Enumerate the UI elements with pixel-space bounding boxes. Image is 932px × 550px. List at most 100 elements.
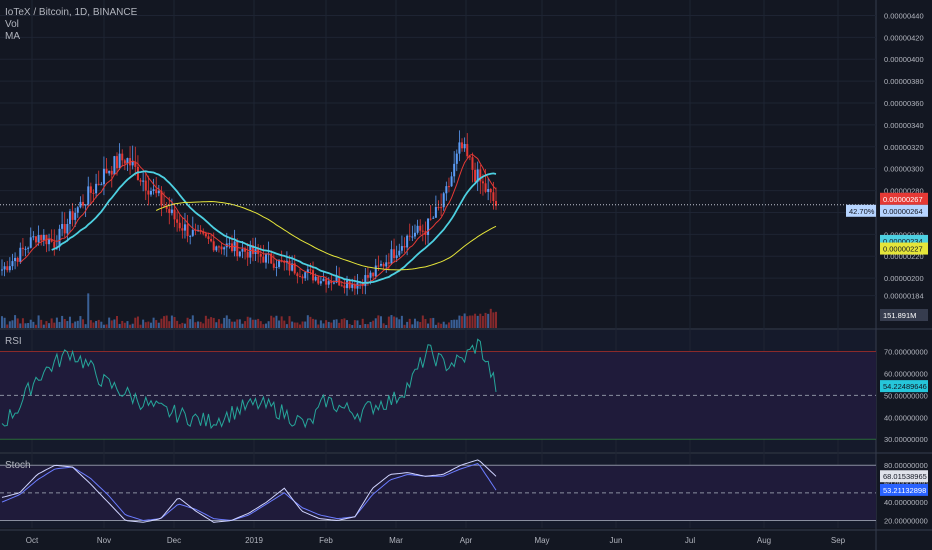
x-tick-label: Nov xyxy=(97,536,111,545)
volume-bar xyxy=(197,321,200,328)
ma-red-badge: 0.00000264 xyxy=(883,207,923,216)
volume-bar xyxy=(223,317,226,328)
stoch-tick-label: 20.00000000 xyxy=(884,516,928,525)
volume-bar xyxy=(53,322,56,328)
volume-bar xyxy=(369,321,372,328)
volume-bar xyxy=(241,323,244,328)
volume-bar xyxy=(238,319,241,328)
volume-bar xyxy=(147,321,150,328)
volume-bar xyxy=(325,320,328,328)
volume-bar xyxy=(330,322,333,328)
volume-bar xyxy=(314,319,317,328)
candle-body xyxy=(487,189,490,192)
candle-body xyxy=(450,176,453,187)
candle-body xyxy=(293,263,296,274)
volume-bar xyxy=(403,324,406,328)
candle-body xyxy=(348,280,351,288)
candle-body xyxy=(210,238,213,242)
candle-body xyxy=(322,278,325,282)
volume-bar xyxy=(45,321,48,328)
candle-body xyxy=(471,157,474,170)
volume-bar xyxy=(495,311,497,328)
volume-bar xyxy=(42,324,45,328)
volume-bar xyxy=(1,316,3,328)
price-tick-label: 0.00000440 xyxy=(884,11,924,20)
volume-bar xyxy=(194,322,197,328)
volume-bar xyxy=(55,317,58,328)
volume-bar xyxy=(116,315,119,328)
volume-bar xyxy=(105,324,108,328)
volume-bar xyxy=(126,321,129,328)
volume-bar xyxy=(131,323,134,328)
volume-bar xyxy=(246,316,249,328)
volume-bar xyxy=(272,317,275,328)
volume-bar xyxy=(123,322,126,328)
volume-bar xyxy=(50,318,53,328)
candle-body xyxy=(63,224,66,234)
candle-body xyxy=(236,241,239,257)
candle-body xyxy=(34,236,37,243)
candle-body xyxy=(372,272,375,277)
candle-body xyxy=(74,212,77,220)
volume-bar xyxy=(113,319,116,328)
volume-bar xyxy=(204,315,207,328)
volume-bar xyxy=(322,323,325,328)
volume-bar xyxy=(181,322,184,328)
candle-body xyxy=(19,247,22,262)
candle-body xyxy=(212,241,215,251)
volume-bar xyxy=(312,318,315,328)
candle-body xyxy=(466,144,469,157)
volume-bar xyxy=(450,320,453,328)
ma-red-line xyxy=(19,153,497,286)
candle-body xyxy=(102,168,105,185)
candle-body xyxy=(374,265,377,277)
volume-badge-bg xyxy=(880,309,928,321)
candle-body xyxy=(76,207,79,213)
x-tick-label: Jul xyxy=(685,536,695,545)
candle-body xyxy=(484,183,487,192)
volume-bar xyxy=(440,323,443,328)
volume-bar xyxy=(3,317,6,328)
volume-bar xyxy=(364,324,367,328)
last-price-badge-bg xyxy=(880,192,928,205)
volume-bar xyxy=(37,315,40,328)
volume-bar xyxy=(14,315,17,328)
volume-badge: 151.891M xyxy=(883,311,916,320)
ma-legend: MA xyxy=(5,31,20,42)
ma-red-badge-bg xyxy=(880,204,928,217)
volume-bar xyxy=(270,315,273,328)
candle-body xyxy=(246,251,249,258)
x-tick-label: Apr xyxy=(460,536,473,545)
x-tick-label: Sep xyxy=(831,536,846,545)
candle-body xyxy=(144,180,147,191)
candle-body xyxy=(346,280,349,289)
volume-bar xyxy=(136,316,139,328)
candle-body xyxy=(298,276,301,278)
volume-bar xyxy=(366,324,369,328)
candle-body xyxy=(296,273,299,277)
volume-bar xyxy=(134,317,137,328)
candle-body xyxy=(442,193,445,208)
x-tick-label: Dec xyxy=(167,536,181,545)
candle-body xyxy=(149,190,152,195)
volume-bar xyxy=(317,324,320,328)
volume-bar xyxy=(432,317,435,328)
stoch-tick-label: 80.00000000 xyxy=(884,461,928,470)
candle-body xyxy=(92,192,95,194)
volume-bar xyxy=(346,320,349,328)
candle-body xyxy=(131,161,134,166)
candle-body xyxy=(288,260,291,271)
ma-yellow-line xyxy=(155,200,497,271)
volume-bar xyxy=(387,316,390,328)
volume-bar xyxy=(89,320,92,328)
candle-body xyxy=(369,272,372,278)
candle-body xyxy=(223,247,226,250)
candle-body xyxy=(343,285,346,289)
candle-body xyxy=(385,262,388,267)
volume-bar xyxy=(199,321,202,328)
pct-badge-bg xyxy=(846,204,876,217)
volume-bars xyxy=(1,293,497,328)
volume-bar xyxy=(343,318,346,328)
candle-body xyxy=(228,243,231,245)
